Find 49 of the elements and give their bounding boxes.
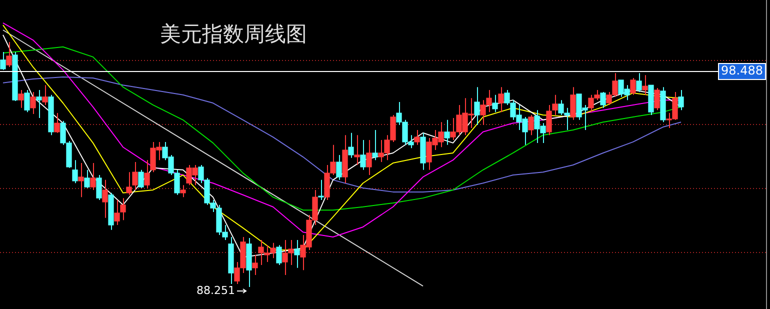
- candlestick: [36, 90, 42, 118]
- candlestick: [276, 244, 282, 266]
- candlestick: [318, 179, 324, 201]
- candlestick: [18, 90, 24, 108]
- candlestick: [42, 84, 48, 106]
- candlestick: [600, 91, 606, 108]
- candlestick: [132, 162, 138, 190]
- candlestick: [642, 74, 648, 96]
- candlestick: [552, 94, 558, 116]
- chart-title: 美元指数周线图: [160, 21, 307, 48]
- candlestick: [546, 104, 552, 136]
- text: 98.488: [721, 64, 764, 78]
- candlestick: [492, 94, 498, 113]
- candlestick: [528, 114, 534, 136]
- candlestick: [84, 169, 90, 189]
- candlestick: [126, 172, 132, 196]
- candlestick: [6, 42, 12, 68]
- candlestick: [414, 129, 420, 146]
- candlestick: [96, 174, 102, 201]
- candlestick: [654, 88, 660, 111]
- candlestick: [138, 169, 144, 189]
- candlestick: [474, 86, 480, 126]
- candlestick: [78, 162, 84, 198]
- candlestick: [444, 119, 450, 146]
- candlestick: [90, 162, 96, 190]
- candlestick: [570, 86, 576, 120]
- candlestick: [366, 140, 372, 176]
- candlestick: [372, 129, 378, 161]
- candlestick: [336, 154, 342, 180]
- candlestick: [102, 179, 108, 218]
- candlestick: [144, 160, 150, 189]
- candlestick: [0, 52, 6, 70]
- candlestick: [630, 78, 636, 96]
- candlestick: [354, 134, 360, 166]
- candlestick: [252, 254, 258, 276]
- candlestick: [114, 200, 120, 226]
- candlestick: [30, 91, 36, 115]
- candlestick: [120, 198, 126, 221]
- candlestick: [180, 184, 186, 198]
- candlestick: [360, 140, 366, 170]
- candlestick: [498, 86, 504, 113]
- candlestick: [348, 132, 354, 158]
- candlestick: [678, 90, 684, 111]
- candlestick: [72, 160, 78, 184]
- candlestick: [24, 90, 30, 113]
- candlestick: [54, 112, 60, 134]
- candlestick: [636, 72, 642, 92]
- annotation: 88.251: [196, 284, 235, 297]
- candlestick: [294, 239, 300, 268]
